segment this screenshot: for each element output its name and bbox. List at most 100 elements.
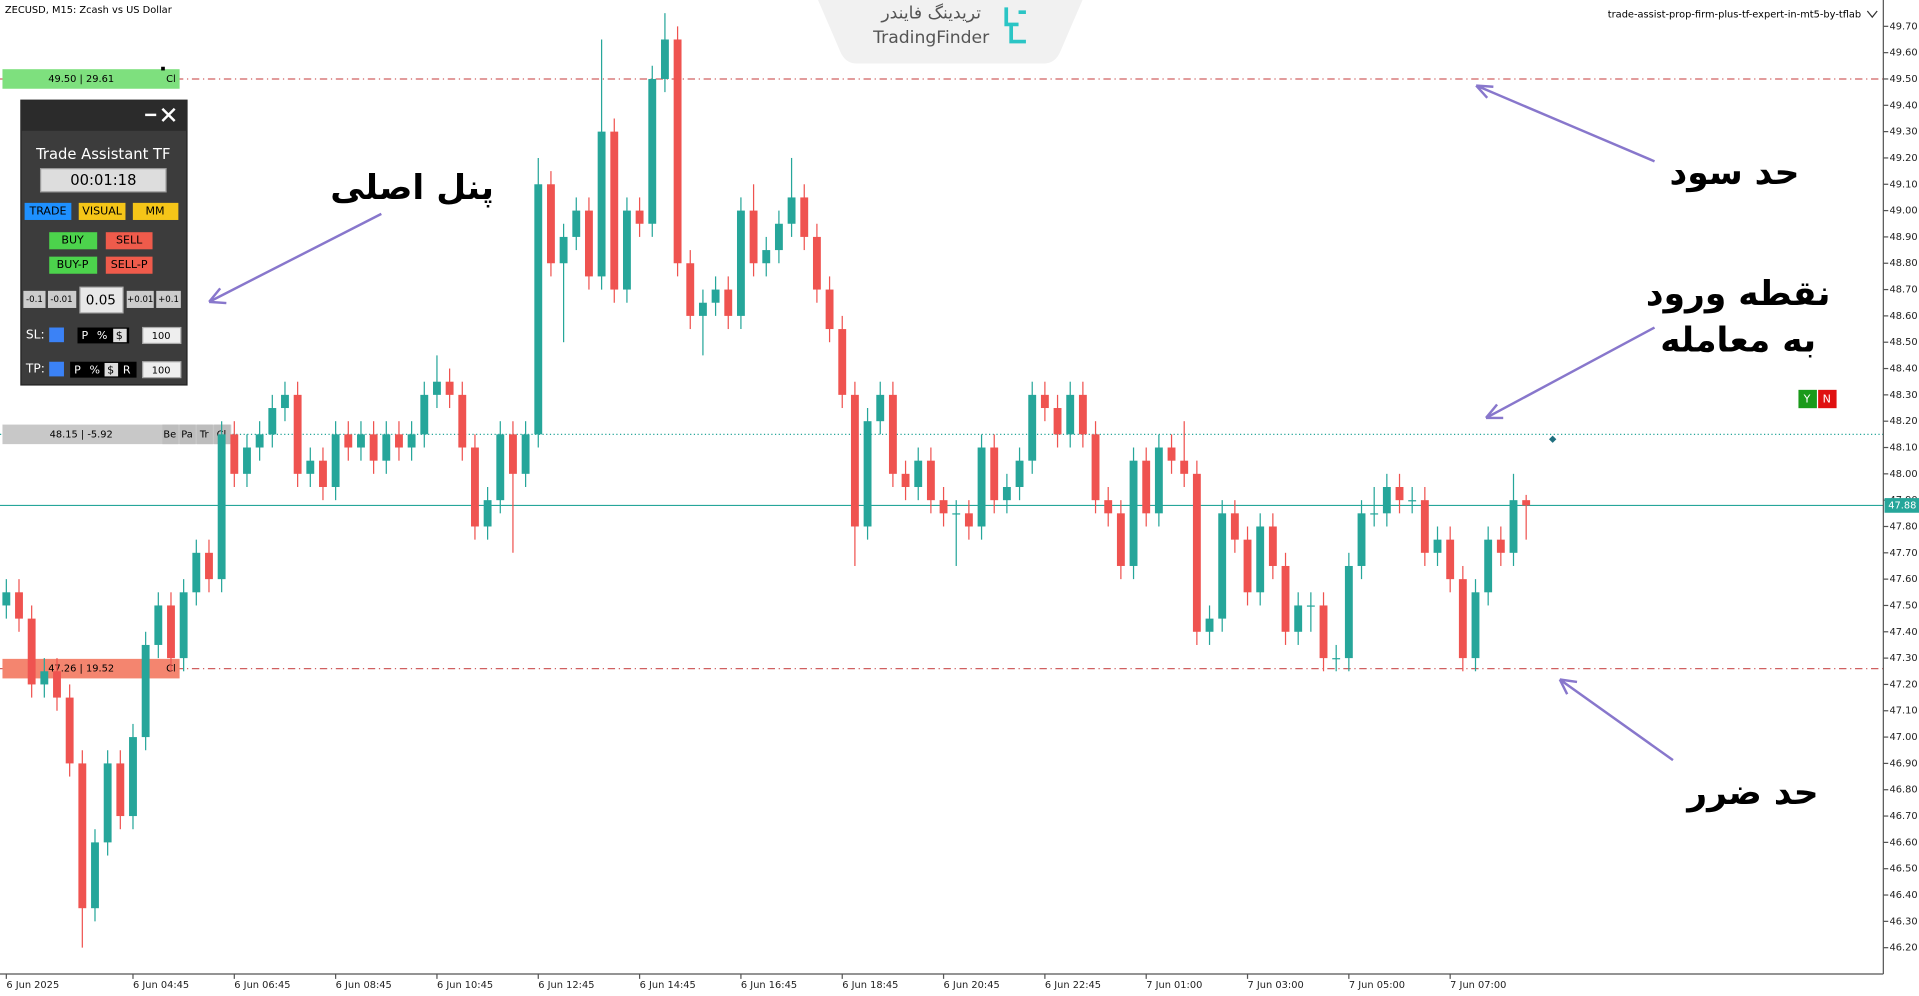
candle-body (1066, 394, 1075, 435)
candle-body (395, 434, 403, 448)
candle-body (1382, 487, 1391, 514)
sl-checkbox[interactable] (49, 327, 64, 343)
panel-header (20, 100, 187, 131)
x-tick-label: 6 Jun 20:45 (944, 980, 1000, 991)
candle-body (445, 381, 454, 395)
candle-body (205, 552, 213, 580)
mm-button[interactable] (132, 202, 179, 220)
candle-body (952, 513, 961, 515)
close[interactable] (161, 107, 176, 122)
candle-body (572, 210, 581, 237)
level-label: 49.50 | 29.61 (48, 74, 114, 85)
timer-box (39, 168, 167, 193)
expert-name: trade-assist-prop-firm-plus-tf-expert-in… (1608, 10, 1861, 21)
y-tick-label: 46.70 (1889, 811, 1917, 822)
candle-body (1129, 460, 1138, 566)
entry-button[interactable]: Tr (199, 429, 210, 440)
candle-body (243, 447, 251, 474)
candle-body (1053, 408, 1062, 435)
tp-value: 100 (152, 365, 171, 376)
tp-input[interactable] (142, 361, 182, 379)
drag-handle (161, 66, 165, 71)
candle-body (1458, 579, 1467, 659)
tp-unit-selected (104, 362, 119, 377)
step-button[interactable] (126, 290, 154, 308)
candle-body (1395, 487, 1404, 501)
candle-body (369, 434, 378, 461)
tp-unit[interactable]: R (123, 363, 131, 376)
y-tick-label: 48.30 (1889, 390, 1917, 401)
candle-body (711, 289, 720, 303)
tp-unit[interactable]: P (74, 363, 81, 376)
candle-body (939, 500, 948, 514)
x-tick-label: 6 Jun 2025 (6, 980, 59, 991)
candle-body (534, 184, 543, 435)
x-tick-label: 6 Jun 12:45 (538, 980, 594, 991)
candle-body (762, 250, 771, 264)
sl-input[interactable] (142, 326, 182, 345)
candle-body (407, 434, 416, 448)
y-tick-label: 48.70 (1889, 285, 1917, 296)
x-tick-label: 7 Jun 05:00 (1349, 980, 1405, 991)
visual-button[interactable] (78, 202, 126, 220)
candle-body (622, 210, 631, 290)
yes-button[interactable] (1798, 389, 1817, 409)
candle-body (990, 447, 999, 501)
candle-body (1218, 513, 1227, 619)
step-button[interactable] (23, 290, 46, 308)
candle-body (129, 737, 137, 817)
y-tick-label: 47.60 (1889, 574, 1917, 585)
candle-body (344, 434, 353, 448)
level-label: 48.15 | -5.92 (50, 429, 113, 440)
sl-unit[interactable]: % (97, 329, 108, 342)
candle-body (838, 329, 847, 395)
entry-button[interactable]: Pa (181, 429, 193, 440)
candle-body (15, 592, 23, 619)
candle-body (1192, 473, 1201, 632)
candle-body (1243, 539, 1252, 593)
x-tick-label: 6 Jun 18:45 (842, 980, 898, 991)
lot-box[interactable] (79, 286, 124, 314)
lot-value: 0.05 (86, 293, 116, 309)
step-button[interactable] (47, 290, 77, 308)
candle-body (268, 408, 277, 435)
candle-body (1446, 539, 1455, 580)
y-tick-label: 49.00 (1889, 206, 1917, 217)
buyp-button[interactable] (49, 256, 98, 274)
sellp-label: SELL-P (111, 258, 148, 271)
candle-body (331, 434, 340, 488)
arrow (1558, 678, 1674, 762)
candle-body (812, 236, 821, 290)
no-button[interactable] (1818, 389, 1837, 409)
sell-button[interactable] (105, 232, 153, 250)
close-button[interactable]: Cl (166, 74, 176, 85)
entry-button[interactable]: Be (163, 429, 176, 440)
candle-body (787, 197, 796, 224)
buy-button[interactable] (49, 232, 98, 250)
annotation: به معامله (1660, 321, 1816, 361)
candle-body (1408, 500, 1417, 502)
tp-checkbox[interactable] (49, 361, 64, 377)
candle-body (154, 605, 163, 645)
trade-button[interactable] (24, 202, 72, 220)
candle-body (293, 394, 302, 474)
sl-unit[interactable]: P (82, 329, 89, 342)
tp-label: TP: (25, 362, 45, 376)
y-tick-label: 49.60 (1889, 48, 1917, 59)
sellp-button[interactable] (105, 256, 153, 274)
no-label: N (1823, 393, 1831, 406)
entry-marker (1548, 435, 1557, 443)
y-tick-label: 46.80 (1889, 785, 1917, 796)
step-button[interactable] (156, 290, 181, 308)
candle-body (850, 394, 859, 527)
tp-unit[interactable]: % (89, 363, 100, 376)
tp-unit[interactable]: $ (107, 363, 114, 376)
candle-body (1522, 500, 1531, 506)
candle-body (78, 763, 87, 909)
candle-body (1281, 565, 1290, 632)
candle-body (914, 460, 923, 488)
sl-unit-selected (113, 328, 127, 343)
sl-unit[interactable]: $ (116, 329, 123, 342)
annotation: حد سود (1670, 153, 1800, 193)
candle-body (521, 434, 530, 474)
